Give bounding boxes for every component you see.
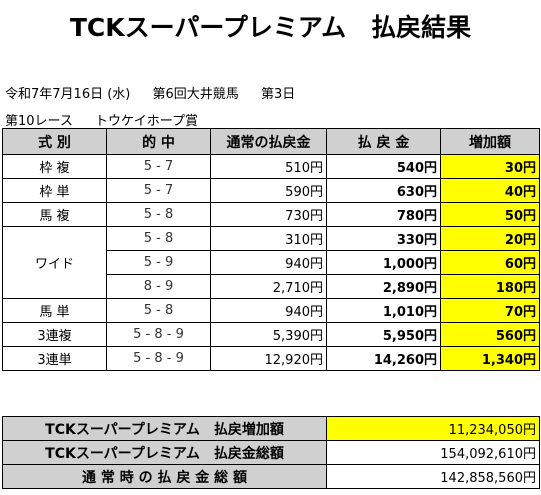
increase-amount: 1,340円 bbox=[440, 346, 540, 371]
premium-payout: 540円 bbox=[326, 154, 441, 179]
premium-increase-total-label: TCKスーパープレミアム 払戻増加額 bbox=[2, 416, 327, 441]
table-row: ワイド 5 - 8 310円 330円 20円 bbox=[2, 226, 540, 299]
winning-combo: 5 - 8 bbox=[106, 202, 211, 227]
winning-combo: 5 - 7 bbox=[106, 178, 211, 203]
normal-payout: 940円 bbox=[210, 298, 327, 323]
increase-amount: 70円 bbox=[440, 298, 540, 323]
race-meta: 令和7年7月16日 (水) 第6回大井競馬 第3日 bbox=[5, 83, 313, 102]
normal-payout: 12,920円 bbox=[210, 346, 327, 371]
summary-row: TCKスーパープレミアム 払戻増加額 11,234,050円 bbox=[2, 416, 540, 441]
premium-payout: 14,260円 bbox=[326, 346, 441, 371]
normal-payout: 590円 bbox=[210, 178, 327, 203]
normal-payout: 5,390円 bbox=[210, 322, 327, 347]
premium-payout: 1,000円 bbox=[326, 250, 441, 275]
header-increase: 増加額 bbox=[440, 128, 540, 155]
summary-row: 通 常 時 の 払 戻 金 総 額 142,858,560円 bbox=[2, 464, 540, 489]
premium-payout-total-value: 154,092,610円 bbox=[326, 440, 540, 465]
table-row: 3連単 5 - 8 - 9 12,920円 14,260円 1,340円 bbox=[2, 346, 540, 371]
header-premium-payout: 払 戻 金 bbox=[326, 128, 441, 155]
normal-payout: 940円 bbox=[210, 250, 327, 275]
premium-payout-total-label: TCKスーパープレミアム 払戻金総額 bbox=[2, 440, 327, 465]
premium-payout: 2,890円 bbox=[326, 274, 441, 299]
premium-payout: 1,010円 bbox=[326, 298, 441, 323]
meeting-number: 第6回大井競馬 bbox=[152, 87, 239, 102]
table-row: 枠 単 5 - 7 590円 630円 40円 bbox=[2, 178, 540, 203]
premium-payout: 5,950円 bbox=[326, 322, 441, 347]
bet-type: 3連単 bbox=[2, 346, 107, 371]
race-number: 第10レース bbox=[5, 114, 73, 129]
increase-amount: 40円 bbox=[440, 178, 540, 203]
premium-payout: 630円 bbox=[326, 178, 441, 203]
bet-type: 枠 単 bbox=[2, 178, 107, 203]
premium-payout: 780円 bbox=[326, 202, 441, 227]
race-date: 令和7年7月16日 (水) bbox=[5, 87, 131, 102]
race-info: 第10レース トウケイホープ賞 bbox=[5, 110, 216, 129]
bet-type: 3連複 bbox=[2, 322, 107, 347]
premium-increase-total-value: 11,234,050円 bbox=[326, 416, 540, 441]
bet-type: ワイド bbox=[2, 226, 107, 299]
premium-payout: 330円 bbox=[326, 226, 441, 251]
normal-payout: 2,710円 bbox=[210, 274, 327, 299]
bet-type: 馬 複 bbox=[2, 202, 107, 227]
winning-combo: 5 - 8 - 9 bbox=[106, 346, 211, 371]
table-row: 8 - 9 2,710円 2,890円 180円 bbox=[3, 274, 540, 299]
increase-amount: 50円 bbox=[440, 202, 540, 227]
winning-combo: 5 - 9 bbox=[106, 250, 211, 275]
page-title: TCKスーパープレミアム 払戻結果 bbox=[69, 13, 472, 42]
normal-payout-total-label: 通 常 時 の 払 戻 金 総 額 bbox=[2, 464, 327, 489]
increase-amount: 60円 bbox=[440, 250, 540, 275]
winning-combo: 5 - 8 - 9 bbox=[106, 322, 211, 347]
summary-row: TCKスーパープレミアム 払戻金総額 154,092,610円 bbox=[2, 440, 540, 465]
bet-type: 馬 単 bbox=[2, 298, 107, 323]
table-row: 枠 複 5 - 7 510円 540円 30円 bbox=[2, 154, 540, 179]
normal-payout: 510円 bbox=[210, 154, 327, 179]
normal-payout: 310円 bbox=[210, 226, 327, 251]
payout-table: 式 別 的 中 通常の払戻金 払 戻 金 増加額 枠 複 5 - 7 510円 … bbox=[2, 128, 540, 371]
table-row: 3連複 5 - 8 - 9 5,390円 5,950円 560円 bbox=[2, 322, 540, 347]
table-row: 5 - 9 940円 1,000円 60円 bbox=[3, 250, 540, 275]
increase-amount: 180円 bbox=[440, 274, 540, 299]
table-header-row: 式 別 的 中 通常の払戻金 払 戻 金 増加額 bbox=[2, 128, 540, 155]
increase-amount: 560円 bbox=[440, 322, 540, 347]
winning-combo: 5 - 8 bbox=[106, 298, 211, 323]
winning-combo: 8 - 9 bbox=[106, 274, 211, 299]
summary-table: TCKスーパープレミアム 払戻増加額 11,234,050円 TCKスーパープレ… bbox=[2, 416, 540, 489]
winning-combo: 5 - 7 bbox=[106, 154, 211, 179]
header-bet-type: 式 別 bbox=[2, 128, 107, 155]
bet-type: 枠 複 bbox=[2, 154, 107, 179]
increase-amount: 30円 bbox=[440, 154, 540, 179]
table-row: 馬 複 5 - 8 730円 780円 50円 bbox=[2, 202, 540, 227]
meeting-day: 第3日 bbox=[260, 87, 296, 102]
increase-amount: 20円 bbox=[440, 226, 540, 251]
table-row: 馬 単 5 - 8 940円 1,010円 70円 bbox=[2, 298, 540, 323]
race-name: トウケイホープ賞 bbox=[95, 114, 199, 129]
normal-payout-total-value: 142,858,560円 bbox=[326, 464, 540, 489]
winning-combo: 5 - 8 bbox=[106, 226, 211, 251]
header-winning-combo: 的 中 bbox=[106, 128, 211, 155]
header-normal-payout: 通常の払戻金 bbox=[210, 128, 327, 155]
normal-payout: 730円 bbox=[210, 202, 327, 227]
